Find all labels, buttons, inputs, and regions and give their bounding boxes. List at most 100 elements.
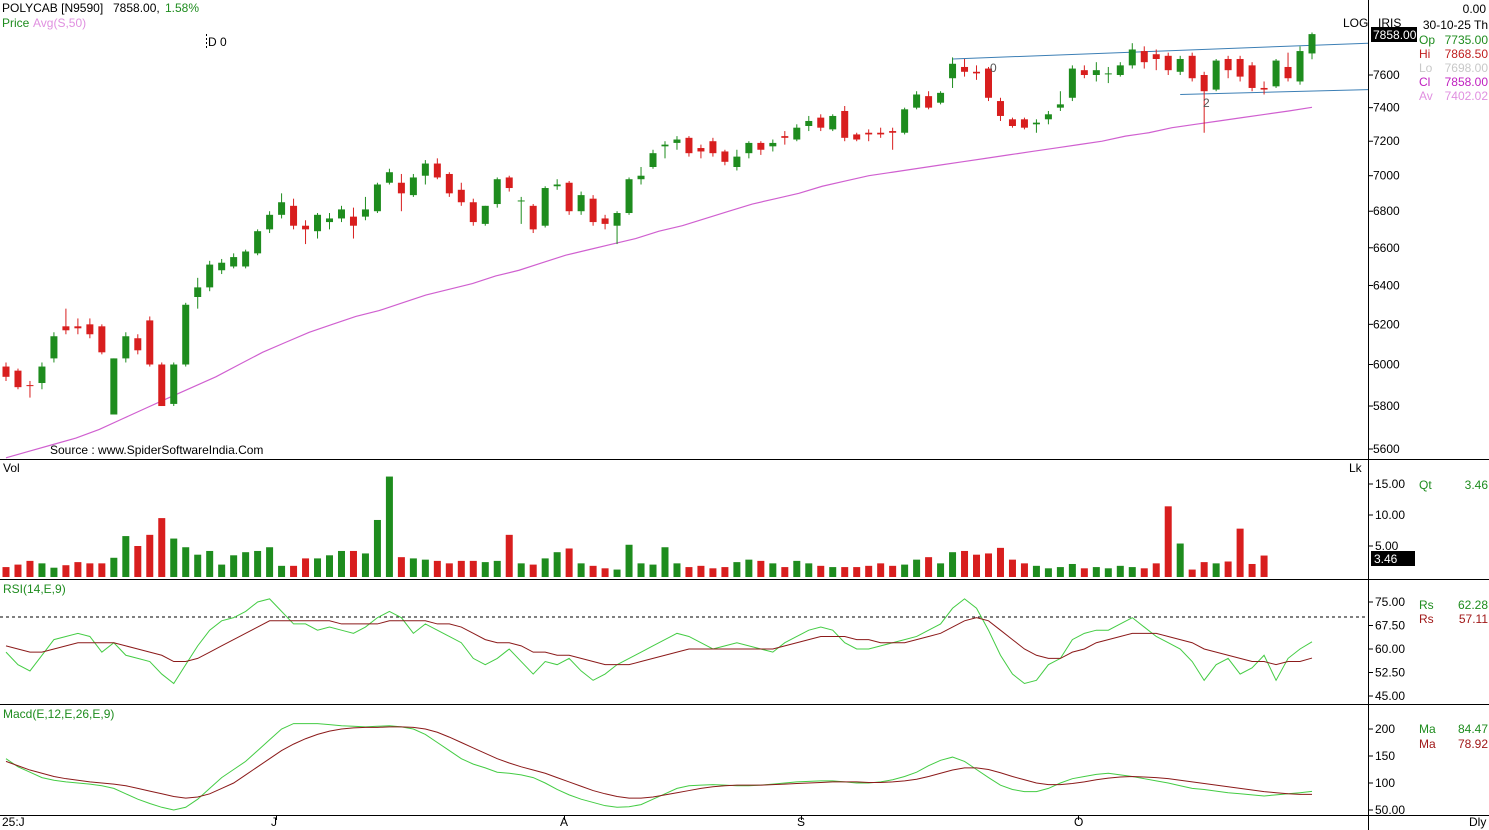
candle-body [565,182,573,212]
candle-body [673,139,681,143]
candle-body [26,385,34,387]
volume-bar [1224,561,1232,577]
volume-bar [361,553,369,577]
volume-bar [1236,528,1244,577]
candle-body [1260,87,1268,90]
macd-tick-label: 200 [1375,722,1395,736]
price-tick-label: 5800 [1373,399,1400,413]
candle-body [469,202,477,223]
candle-body [781,136,789,138]
avg-line-group [5,106,1313,459]
price-tick-label: 6600 [1373,241,1400,255]
volume-bar [134,546,142,577]
ohlc-high-key: Hi [1419,47,1430,61]
volume-bar [649,564,657,577]
qt-value: 3.46 [1465,478,1489,492]
candle-body [98,326,106,353]
volume-bar [1260,555,1268,577]
candle-body [865,132,873,135]
price-tag: 7858.00 [1373,28,1417,42]
volume-bar [158,518,166,577]
candle-body [733,156,741,168]
candle-body [194,287,202,298]
candle-body [361,209,369,217]
candle-body [242,251,250,267]
volume-bars-group [2,476,1268,577]
rsi-line [5,598,1313,685]
price-tick-label: 6000 [1373,358,1400,372]
candle-body [1080,70,1088,75]
candle-body [2,366,10,377]
candle-body [697,148,705,152]
rsi-value-1: 62.28 [1458,598,1488,612]
ohlc-low-value: 7698.00 [1445,61,1489,75]
candle-body [973,71,981,74]
candle-body [302,225,310,230]
volume-bar [1248,563,1256,577]
volume-bar [445,563,453,577]
volume-bar [973,554,981,577]
candle-body [1116,65,1124,75]
candle-body [1224,58,1232,71]
macd-signal-line [5,726,1313,799]
price-tick-label: 7000 [1373,169,1400,183]
candle-body [421,163,429,176]
macd-value-2-key: Ma [1419,737,1436,751]
candle-body [314,214,322,232]
volume-bar [745,559,753,577]
candle-body [817,117,825,128]
x-label-august: A [560,815,568,829]
ohlc-avg-value: 7402.02 [1445,89,1489,103]
volume-bar [26,560,34,577]
volume-bar [661,547,669,577]
axis-ticks-group: 7600 7400 7200 7000 6800 6600 6400 6200 6000 5800… [1368,68,1405,817]
candle-body [218,262,226,271]
candle-body [1032,122,1040,125]
volume-bar [685,567,693,577]
volume-bar [1188,569,1196,577]
volume-bar [913,559,921,577]
volume-bar [769,563,777,577]
candle-body [110,358,118,415]
rsi-tick-label: 45.00 [1375,689,1405,703]
volume-bar [170,538,178,577]
volume-bar [254,550,262,577]
candle-body [493,179,501,205]
volume-bar [421,559,429,577]
volume-bar [829,567,837,577]
volume-bar [38,563,46,577]
volume-bar [1104,568,1112,577]
candle-body [50,336,58,359]
volume-tick-label: 10.00 [1375,508,1405,522]
volume-tick-label: 15.00 [1375,477,1405,491]
volume-bar [841,567,849,577]
candle-body [74,326,82,329]
candle-body [996,101,1004,116]
candle-body [613,213,621,226]
date-label: 30-10-25 Th [1423,18,1488,32]
qt-key: Qt [1419,478,1432,492]
candle-body [913,94,921,108]
volume-bar [385,476,393,577]
candle-body [1128,49,1136,66]
volume-bar [2,567,10,577]
candle-body [445,173,453,194]
volume-bar [805,563,813,577]
volume-tick-label: 5.00 [1375,539,1399,553]
candle-body [254,231,262,254]
candle-body [397,182,405,194]
price-legend: Price [2,16,30,30]
rsi-tick-label: 60.00 [1375,642,1405,656]
candle-body [769,142,777,147]
volume-bar [493,560,501,577]
candle-body [889,131,897,133]
macd-tick-label: 50.00 [1375,803,1405,817]
volume-bar [373,519,381,577]
lk-label: Lk [1349,461,1363,475]
volume-bar [457,560,465,577]
candle-body [1272,60,1280,87]
macd-tick-label: 150 [1375,749,1395,763]
price-tick-label: 6200 [1373,317,1400,331]
volume-bar [637,563,645,577]
candle-body [829,115,837,130]
